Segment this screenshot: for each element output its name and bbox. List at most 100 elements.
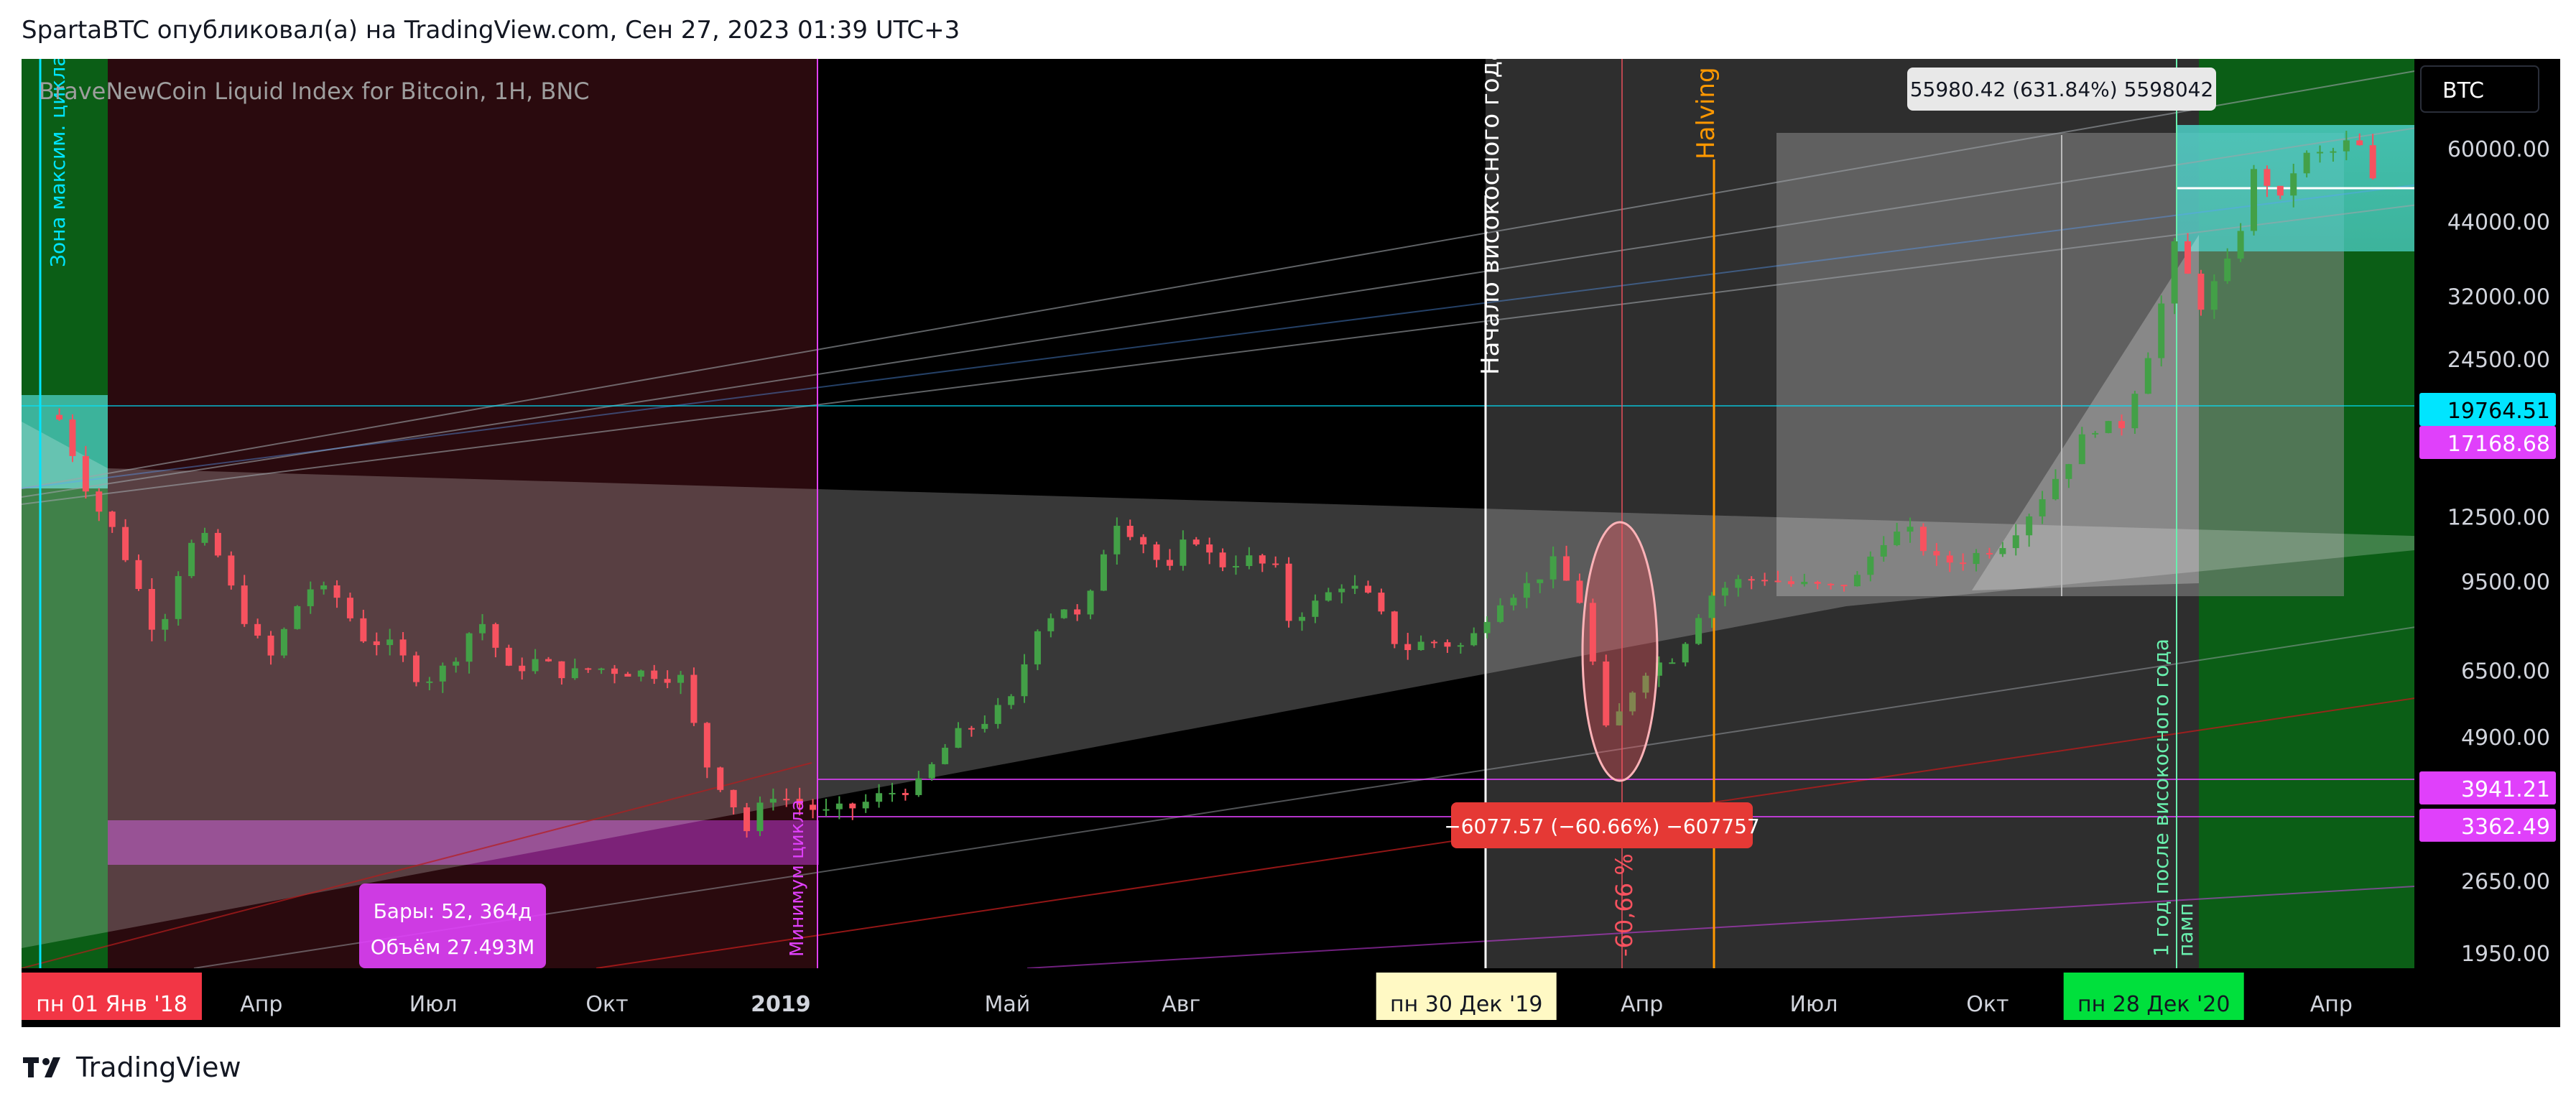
candle <box>981 715 988 733</box>
candle-body <box>651 670 658 679</box>
candle-body <box>108 511 116 527</box>
candle-body <box>519 665 526 672</box>
candle <box>1180 530 1187 571</box>
candle-body <box>1801 582 1808 585</box>
candle-body <box>2251 169 2258 231</box>
candle-body <box>756 802 764 832</box>
candle-body <box>2118 421 2125 429</box>
candle-body <box>1470 633 1478 646</box>
candle-body <box>1894 532 1901 545</box>
candle-body <box>1378 593 1385 612</box>
candle-body <box>624 674 631 677</box>
candle <box>426 677 433 691</box>
svg-text:19764.51: 19764.51 <box>2447 399 2550 424</box>
x-ticks: пн 01 Янв '18 Апр Июл Окт 2019 Май Авг пн 30 Де… <box>22 973 2353 1020</box>
candle-body <box>690 674 698 723</box>
candle <box>862 794 869 813</box>
footer-brand[interactable]: TradingView <box>76 1052 241 1083</box>
candle-body <box>505 647 512 666</box>
candle <box>624 672 631 677</box>
svg-text:3941.21: 3941.21 <box>2461 777 2550 802</box>
svg-text:55980.42 (631.84%) 5598042: 55980.42 (631.84%) 5598042 <box>1910 78 2214 101</box>
candle-body <box>1444 642 1451 647</box>
trend-lines <box>21 67 2561 969</box>
candle <box>267 631 274 665</box>
candle <box>1880 536 1887 562</box>
candle-body <box>1669 662 1676 664</box>
candle-body <box>1999 548 2006 555</box>
candle <box>478 613 486 641</box>
candle-body <box>1457 645 1464 647</box>
candle-body <box>2290 173 2297 196</box>
candle <box>2356 133 2363 146</box>
candle-body <box>876 793 883 802</box>
cyan-start-box <box>22 395 108 488</box>
candle <box>1589 598 1596 665</box>
candle-body <box>558 661 565 679</box>
candle <box>373 632 380 656</box>
magenta-support-band <box>108 820 819 865</box>
candle <box>545 657 552 662</box>
chart-frame[interactable]: Зона максим. цикла Минимум цикла Начало … <box>21 46 2561 1027</box>
candle-body <box>2078 434 2085 465</box>
candle <box>1378 588 1385 615</box>
candle-body <box>1682 644 1689 663</box>
trend-line <box>21 166 2561 489</box>
candle-body <box>849 803 856 809</box>
candle-body <box>1180 539 1187 566</box>
candle <box>1563 545 1570 581</box>
candle-body <box>1206 544 1213 553</box>
candle <box>96 488 103 521</box>
x-tick-badge: пн 28 Дек '20 <box>2063 973 2244 1020</box>
candle <box>228 551 235 590</box>
candle <box>1655 656 1662 687</box>
candle <box>915 771 922 797</box>
candle <box>1140 534 1147 554</box>
candle-body <box>1483 621 1491 634</box>
symbol-badge[interactable]: BTC <box>2420 65 2539 113</box>
candle <box>664 670 671 689</box>
measure-rise-label: 55980.42 (631.84%) 5598042 <box>1907 68 2216 111</box>
candle-body <box>453 662 460 666</box>
year-after-leap-label: 1 год после високосного года <box>2149 639 2173 957</box>
candle <box>1483 616 1491 639</box>
candle <box>1748 576 1755 590</box>
price-axis[interactable] <box>2414 59 2560 1027</box>
candle-body <box>426 681 433 683</box>
candle-body <box>492 623 499 648</box>
candle-body <box>1232 566 1239 568</box>
candle-body <box>1827 583 1835 585</box>
candle-body <box>1113 526 1121 555</box>
candle <box>2171 238 2178 315</box>
candle-body <box>188 542 195 577</box>
candle-body <box>1126 526 1134 537</box>
candle <box>1074 604 1081 621</box>
candle-body <box>1603 661 1610 725</box>
trend-line <box>21 762 812 969</box>
candle <box>558 661 565 685</box>
candle-body <box>1047 618 1055 631</box>
candle <box>928 762 935 781</box>
candle-body <box>1589 603 1596 662</box>
zone-max-label: Зона максим. цикла <box>46 59 70 267</box>
candle-body <box>360 618 367 641</box>
candle-body <box>2171 241 2178 304</box>
candle-body <box>1497 605 1504 622</box>
candle <box>346 593 353 622</box>
candle-body <box>955 728 962 748</box>
candle-body <box>981 723 988 729</box>
x-tick-label: Апр <box>1621 992 1663 1017</box>
candle-body <box>1655 662 1662 676</box>
candle <box>1999 542 2006 557</box>
candle-body <box>135 560 142 589</box>
candle <box>2197 269 2205 316</box>
price-chart[interactable]: Зона максим. цикла Минимум цикла Начало … <box>21 46 2561 1027</box>
candle <box>1312 594 1319 623</box>
candle-body <box>1404 644 1412 651</box>
price-label: 3941.21 <box>2419 771 2556 805</box>
candle <box>1272 556 1279 568</box>
price-labels: 19764.51 17168.68 3941.21 3362.49 <box>2419 392 2556 842</box>
candle-body <box>730 789 737 808</box>
candle <box>1391 611 1398 649</box>
candle-body <box>122 527 129 560</box>
